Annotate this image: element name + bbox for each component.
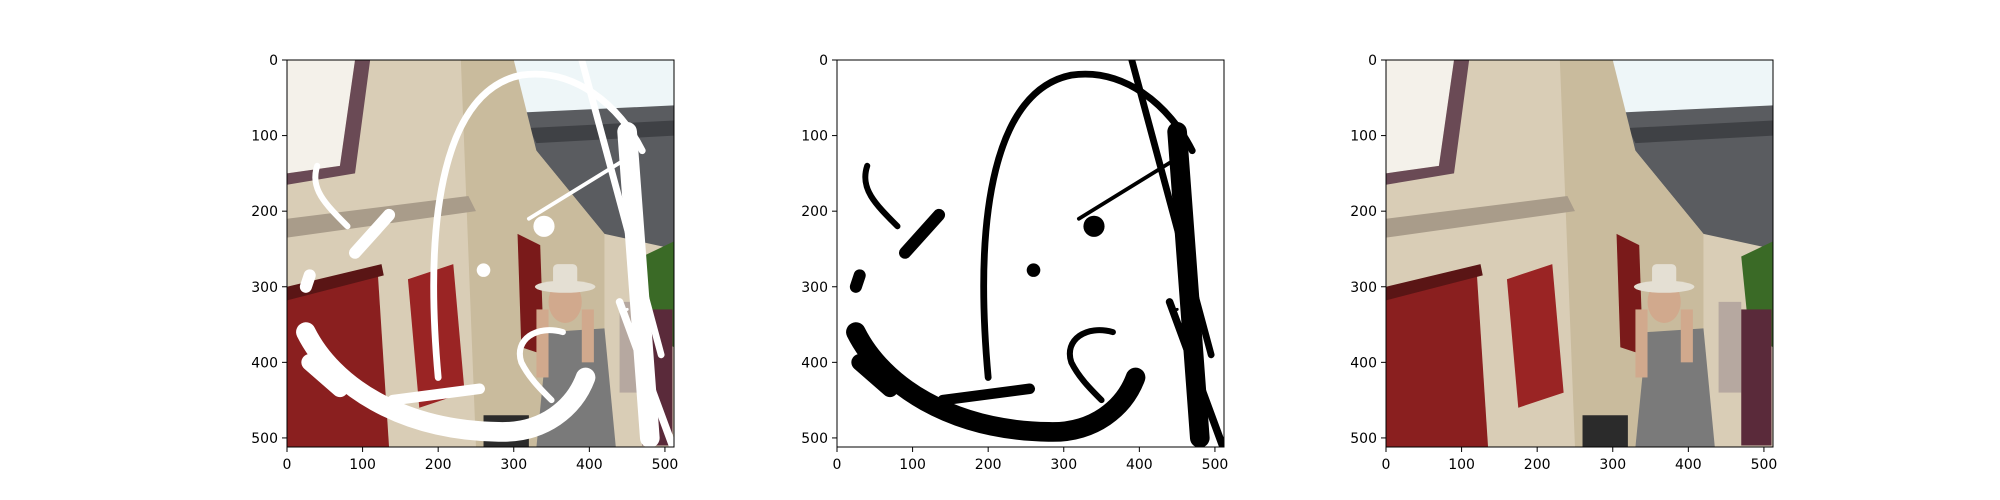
y-tick-label: 200 <box>801 204 828 220</box>
x-tick-label: 300 <box>500 457 527 473</box>
y-axis: 0 100 200 300 400 500 <box>801 53 837 447</box>
y-tick-label: 100 <box>1350 129 1377 145</box>
x-tick-label: 200 <box>1524 457 1551 473</box>
y-tick-label: 400 <box>1350 355 1377 371</box>
panel-original-image: 0 100 200 300 400 500 0 100 200 300 400 500 <box>1350 53 1777 473</box>
x-tick-label: 400 <box>1126 457 1153 473</box>
x-tick-label: 0 <box>833 457 842 473</box>
x-axis: 0 100 200 300 400 500 <box>833 447 1229 473</box>
x-tick-label: 100 <box>349 457 376 473</box>
x-tick-label: 500 <box>1751 457 1778 473</box>
y-axis: 0 100 200 300 400 500 <box>1350 53 1386 447</box>
x-axis: 0 100 200 300 400 500 <box>283 447 679 473</box>
x-tick-label: 300 <box>1050 457 1077 473</box>
x-tick-label: 400 <box>1675 457 1702 473</box>
x-tick-label: 400 <box>576 457 603 473</box>
panel-mask: 0 100 200 300 400 500 0 100 200 300 400 500 <box>801 53 1228 473</box>
x-axis: 0 100 200 300 400 500 <box>1382 447 1778 473</box>
panel-masked-image: 0 100 200 300 400 500 0 100 200 300 400 500 <box>251 53 678 473</box>
y-tick-label: 300 <box>801 280 828 296</box>
y-tick-label: 200 <box>251 204 278 220</box>
panel-frame <box>1385 59 1774 448</box>
x-tick-label: 500 <box>652 457 679 473</box>
y-tick-label: 400 <box>801 355 828 371</box>
x-tick-label: 200 <box>975 457 1002 473</box>
y-tick-label: 300 <box>1350 280 1377 296</box>
x-tick-label: 0 <box>283 457 292 473</box>
y-tick-label: 0 <box>819 53 828 69</box>
y-tick-label: 300 <box>251 280 278 296</box>
panel-frame <box>836 59 1225 448</box>
y-tick-label: 500 <box>801 431 828 447</box>
y-tick-label: 100 <box>251 129 278 145</box>
y-tick-label: 500 <box>251 431 278 447</box>
y-tick-label: 0 <box>1368 53 1377 69</box>
y-tick-label: 100 <box>801 129 828 145</box>
panel-frame <box>286 59 675 448</box>
x-tick-label: 500 <box>1202 457 1229 473</box>
x-tick-label: 200 <box>425 457 452 473</box>
y-tick-label: 500 <box>1350 431 1377 447</box>
y-tick-label: 400 <box>251 355 278 371</box>
x-tick-label: 100 <box>899 457 926 473</box>
y-axis: 0 100 200 300 400 500 <box>251 53 287 447</box>
x-tick-label: 100 <box>1448 457 1475 473</box>
y-tick-label: 0 <box>269 53 278 69</box>
y-tick-label: 200 <box>1350 204 1377 220</box>
x-tick-label: 0 <box>1382 457 1391 473</box>
x-tick-label: 300 <box>1599 457 1626 473</box>
